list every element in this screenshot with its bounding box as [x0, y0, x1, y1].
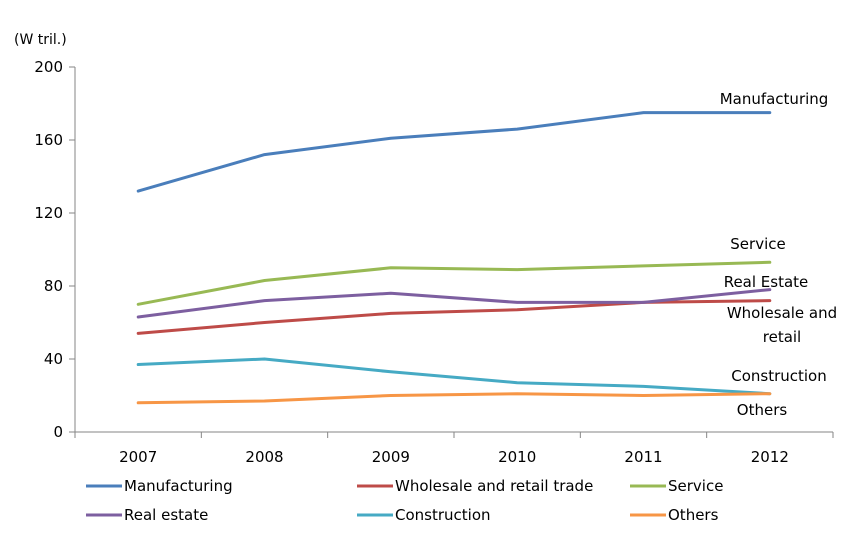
series-label: Others — [737, 401, 788, 419]
y-tick-label: 160 — [34, 131, 63, 149]
legend-label: Service — [668, 477, 723, 495]
legend-item: Wholesale and retail trade — [357, 477, 593, 495]
y-tick-label: 40 — [44, 350, 63, 368]
legend-item: Construction — [357, 506, 491, 524]
legend-label: Wholesale and retail trade — [395, 477, 593, 495]
y-axis-ticks: 0 40 80 120 160 200 — [34, 58, 75, 441]
series-labels: Manufacturing Wholesale and retail Service R… — [720, 90, 837, 419]
series-line-others — [136, 392, 772, 405]
legend: Manufacturing Wholesale and retail trade S… — [86, 477, 723, 524]
series-label: Construction — [731, 367, 827, 385]
series-line-manufacturing — [136, 111, 772, 193]
series-line-wholesale-and-retail-trade — [136, 299, 772, 335]
x-tick-label: 2009 — [372, 448, 410, 466]
x-tick-label: 2011 — [624, 448, 662, 466]
x-tick-label: 2010 — [498, 448, 536, 466]
legend-label: Others — [668, 506, 719, 524]
y-axis-unit-label: (W tril.) — [14, 32, 67, 48]
legend-label: Construction — [395, 506, 491, 524]
series-label: Real Estate — [724, 273, 809, 291]
legend-item: Others — [630, 506, 719, 524]
series-line-service — [136, 260, 772, 306]
legend-label: Manufacturing — [124, 477, 233, 495]
y-tick-label: 200 — [34, 58, 63, 76]
series-lines — [136, 111, 772, 405]
legend-item: Manufacturing — [86, 477, 233, 495]
x-tick-label: 2007 — [119, 448, 157, 466]
x-axis-ticks: 2007 2008 2009 2010 2011 2012 — [74, 432, 834, 466]
x-tick-label: 2008 — [245, 448, 283, 466]
legend-item: Service — [630, 477, 723, 495]
x-tick-label: 2012 — [751, 448, 789, 466]
legend-item: Real estate — [86, 506, 208, 524]
y-tick-label: 0 — [53, 423, 63, 441]
series-label: Wholesale and — [727, 304, 837, 322]
y-tick-label: 80 — [44, 277, 63, 295]
y-tick-label: 120 — [34, 204, 63, 222]
series-label: retail — [763, 328, 801, 346]
series-label: Manufacturing — [720, 90, 829, 108]
legend-label: Real estate — [124, 506, 208, 524]
series-line-construction — [136, 357, 772, 396]
series-label: Service — [730, 235, 785, 253]
series-line-real-estate — [136, 288, 772, 319]
